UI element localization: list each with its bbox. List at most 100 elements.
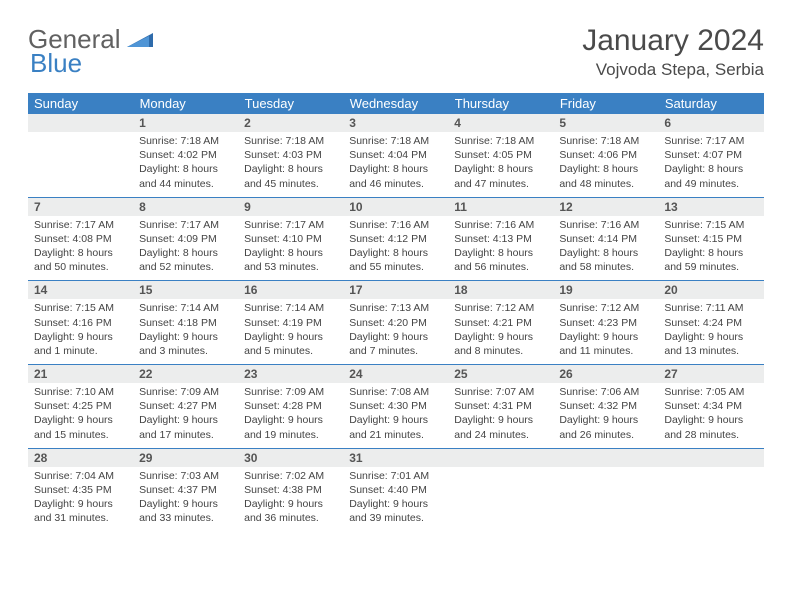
sunset-text: Sunset: 4:04 PM [349,148,442,162]
sunrise-text: Sunrise: 7:15 AM [34,301,127,315]
day-number-cell: 21 [28,365,133,383]
day-detail-cell: Sunrise: 7:07 AMSunset: 4:31 PMDaylight:… [448,383,553,448]
day-number-cell [658,449,763,467]
sunrise-text: Sunrise: 7:17 AM [664,134,757,148]
day-detail-cell: Sunrise: 7:09 AMSunset: 4:28 PMDaylight:… [238,383,343,448]
daylight-text: Daylight: 9 hours and 19 minutes. [244,413,337,441]
sunrise-text: Sunrise: 7:07 AM [454,385,547,399]
day-detail-cell: Sunrise: 7:16 AMSunset: 4:14 PMDaylight:… [553,216,658,281]
sunset-text: Sunset: 4:25 PM [34,399,127,413]
sunrise-text: Sunrise: 7:11 AM [664,301,757,315]
day-detail-cell: Sunrise: 7:16 AMSunset: 4:12 PMDaylight:… [343,216,448,281]
day-number-cell: 29 [133,449,238,467]
day-number-cell: 17 [343,281,448,299]
day-number-cell: 6 [658,114,763,132]
location-subtitle: Vojvoda Stepa, Serbia [582,60,764,80]
calendar-table: Sunday Monday Tuesday Wednesday Thursday… [28,93,764,531]
daylight-text: Daylight: 9 hours and 36 minutes. [244,497,337,525]
daylight-text: Daylight: 9 hours and 39 minutes. [349,497,442,525]
day-number-cell [448,449,553,467]
brand-word-2: Blue [30,48,82,78]
day-detail-cell: Sunrise: 7:18 AMSunset: 4:05 PMDaylight:… [448,132,553,197]
day-number-cell: 28 [28,449,133,467]
sunrise-text: Sunrise: 7:17 AM [139,218,232,232]
brand-triangle-icon [127,27,153,52]
day-detail-cell: Sunrise: 7:17 AMSunset: 4:09 PMDaylight:… [133,216,238,281]
day-detail-cell: Sunrise: 7:15 AMSunset: 4:16 PMDaylight:… [28,299,133,364]
sunrise-text: Sunrise: 7:17 AM [34,218,127,232]
sunrise-text: Sunrise: 7:13 AM [349,301,442,315]
day-number-cell: 5 [553,114,658,132]
day-detail-cell: Sunrise: 7:03 AMSunset: 4:37 PMDaylight:… [133,467,238,532]
daylight-text: Daylight: 9 hours and 17 minutes. [139,413,232,441]
daylight-text: Daylight: 8 hours and 58 minutes. [559,246,652,274]
daylight-text: Daylight: 8 hours and 44 minutes. [139,162,232,190]
daylight-text: Daylight: 9 hours and 24 minutes. [454,413,547,441]
daylight-text: Daylight: 9 hours and 28 minutes. [664,413,757,441]
weekday-header: Saturday [658,93,763,114]
sunrise-text: Sunrise: 7:14 AM [244,301,337,315]
daylight-text: Daylight: 9 hours and 5 minutes. [244,330,337,358]
sunrise-text: Sunrise: 7:12 AM [454,301,547,315]
day-number-cell: 16 [238,281,343,299]
day-number-cell: 1 [133,114,238,132]
sunrise-text: Sunrise: 7:10 AM [34,385,127,399]
day-detail-cell: Sunrise: 7:09 AMSunset: 4:27 PMDaylight:… [133,383,238,448]
sunset-text: Sunset: 4:06 PM [559,148,652,162]
sunset-text: Sunset: 4:02 PM [139,148,232,162]
daylight-text: Daylight: 8 hours and 53 minutes. [244,246,337,274]
day-number-cell: 31 [343,449,448,467]
sunset-text: Sunset: 4:34 PM [664,399,757,413]
sunset-text: Sunset: 4:28 PM [244,399,337,413]
day-detail-cell [658,467,763,532]
day-detail-cell: Sunrise: 7:18 AMSunset: 4:02 PMDaylight:… [133,132,238,197]
day-number-cell [553,449,658,467]
daylight-text: Daylight: 9 hours and 8 minutes. [454,330,547,358]
title-block: January 2024 Vojvoda Stepa, Serbia [582,24,764,80]
day-number-cell: 14 [28,281,133,299]
sunset-text: Sunset: 4:20 PM [349,316,442,330]
sunset-text: Sunset: 4:30 PM [349,399,442,413]
day-number-cell: 3 [343,114,448,132]
day-number-cell: 23 [238,365,343,383]
day-number-cell: 11 [448,198,553,216]
day-number-row: 14151617181920 [28,281,764,299]
day-detail-cell: Sunrise: 7:12 AMSunset: 4:21 PMDaylight:… [448,299,553,364]
day-detail-cell: Sunrise: 7:16 AMSunset: 4:13 PMDaylight:… [448,216,553,281]
sunset-text: Sunset: 4:27 PM [139,399,232,413]
day-number-cell: 7 [28,198,133,216]
sunrise-text: Sunrise: 7:16 AM [349,218,442,232]
sunset-text: Sunset: 4:07 PM [664,148,757,162]
sunset-text: Sunset: 4:16 PM [34,316,127,330]
daylight-text: Daylight: 8 hours and 56 minutes. [454,246,547,274]
day-detail-cell: Sunrise: 7:15 AMSunset: 4:15 PMDaylight:… [658,216,763,281]
daylight-text: Daylight: 9 hours and 26 minutes. [559,413,652,441]
weekday-header: Thursday [448,93,553,114]
day-detail-cell: Sunrise: 7:17 AMSunset: 4:10 PMDaylight:… [238,216,343,281]
day-detail-cell: Sunrise: 7:10 AMSunset: 4:25 PMDaylight:… [28,383,133,448]
daylight-text: Daylight: 9 hours and 13 minutes. [664,330,757,358]
month-title: January 2024 [582,24,764,58]
day-detail-cell: Sunrise: 7:17 AMSunset: 4:08 PMDaylight:… [28,216,133,281]
day-detail-row: Sunrise: 7:10 AMSunset: 4:25 PM Daylight:… [28,383,764,448]
sunset-text: Sunset: 4:10 PM [244,232,337,246]
sunrise-text: Sunrise: 7:09 AM [244,385,337,399]
sunset-text: Sunset: 4:03 PM [244,148,337,162]
daylight-text: Daylight: 8 hours and 52 minutes. [139,246,232,274]
day-number-cell: 30 [238,449,343,467]
sunset-text: Sunset: 4:35 PM [34,483,127,497]
sunset-text: Sunset: 4:05 PM [454,148,547,162]
daylight-text: Daylight: 9 hours and 11 minutes. [559,330,652,358]
weekday-header: Tuesday [238,93,343,114]
sunrise-text: Sunrise: 7:12 AM [559,301,652,315]
day-detail-cell [28,132,133,197]
day-number-cell: 4 [448,114,553,132]
daylight-text: Daylight: 9 hours and 3 minutes. [139,330,232,358]
daylight-text: Daylight: 8 hours and 48 minutes. [559,162,652,190]
sunset-text: Sunset: 4:31 PM [454,399,547,413]
daylight-text: Daylight: 9 hours and 1 minute. [34,330,127,358]
day-detail-cell: Sunrise: 7:04 AMSunset: 4:35 PMDaylight:… [28,467,133,532]
day-detail-cell: Sunrise: 7:14 AMSunset: 4:19 PMDaylight:… [238,299,343,364]
day-number-row: 28293031 [28,449,764,467]
daylight-text: Daylight: 8 hours and 50 minutes. [34,246,127,274]
